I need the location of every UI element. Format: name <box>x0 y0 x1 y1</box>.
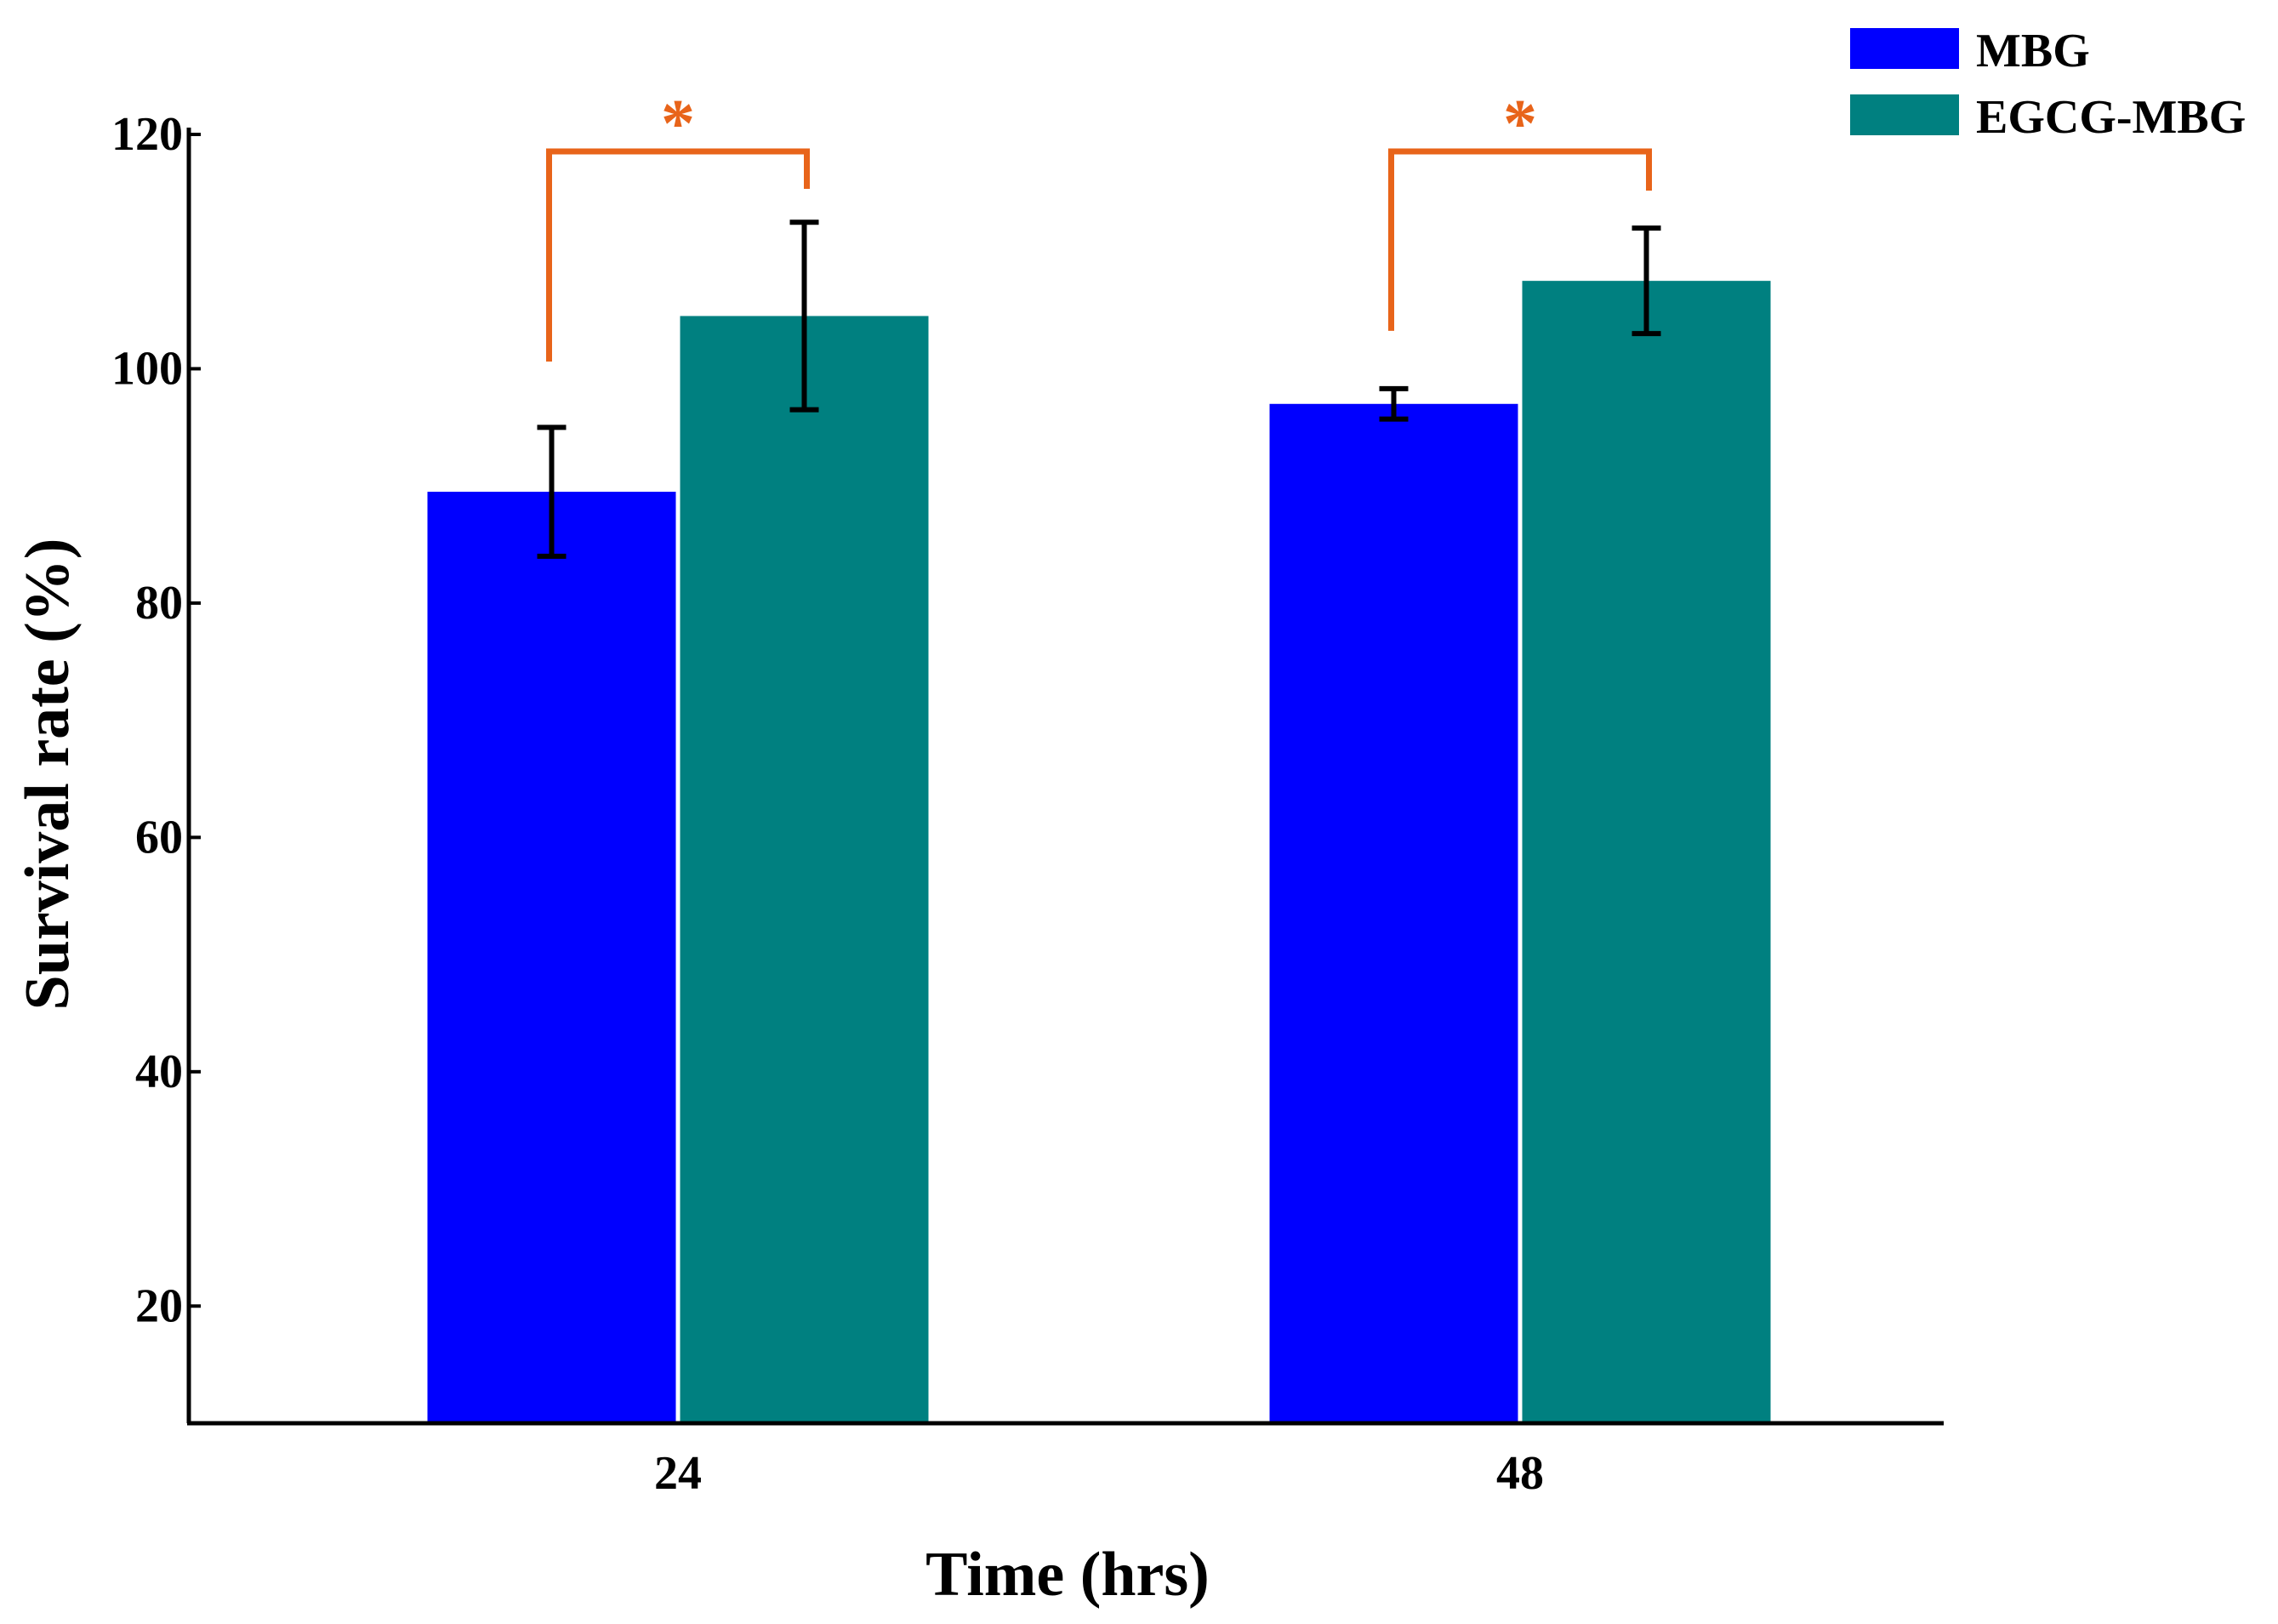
bars-group <box>427 281 1771 1422</box>
x-tick-label-48: 48 <box>1496 1447 1544 1500</box>
x-tick-label-24: 24 <box>654 1447 702 1500</box>
bar-egcg-mbg-48 <box>1522 281 1771 1422</box>
bar-egcg-mbg-24 <box>680 316 929 1422</box>
y-axis-ticks: 20 40 60 80 100 120 <box>111 108 201 1332</box>
y-tick-label-40: 40 <box>135 1046 183 1098</box>
y-tick-label-100: 100 <box>111 342 183 395</box>
y-tick-label-120: 120 <box>111 108 183 161</box>
significance-bracket-48-star: * <box>1503 87 1537 162</box>
bar-mbg-48 <box>1269 403 1518 1422</box>
significance-brackets: * * <box>546 87 1652 362</box>
legend: MBG EGCG-MBG <box>1850 25 2246 144</box>
y-tick-label-60: 60 <box>135 811 183 863</box>
legend-swatch-mbg <box>1850 28 1959 69</box>
significance-bracket-48 <box>1388 148 1652 331</box>
y-axis-title: Survival rate (%) <box>13 538 83 1011</box>
y-tick-label-80: 80 <box>135 577 183 630</box>
error-bars-group <box>537 219 1661 559</box>
legend-label-egcg-mbg: EGCG-MBG <box>1976 91 2246 144</box>
y-tick-label-20: 20 <box>135 1279 183 1332</box>
legend-swatch-egcg-mbg <box>1850 94 1959 135</box>
legend-label-mbg: MBG <box>1976 25 2090 77</box>
x-axis-ticks: 24 48 <box>654 1447 1544 1500</box>
significance-bracket-24 <box>546 148 810 362</box>
x-axis-title: Time (hrs) <box>925 1540 1210 1610</box>
significance-bracket-24-star: * <box>661 87 695 162</box>
bar-mbg-24 <box>427 492 676 1422</box>
